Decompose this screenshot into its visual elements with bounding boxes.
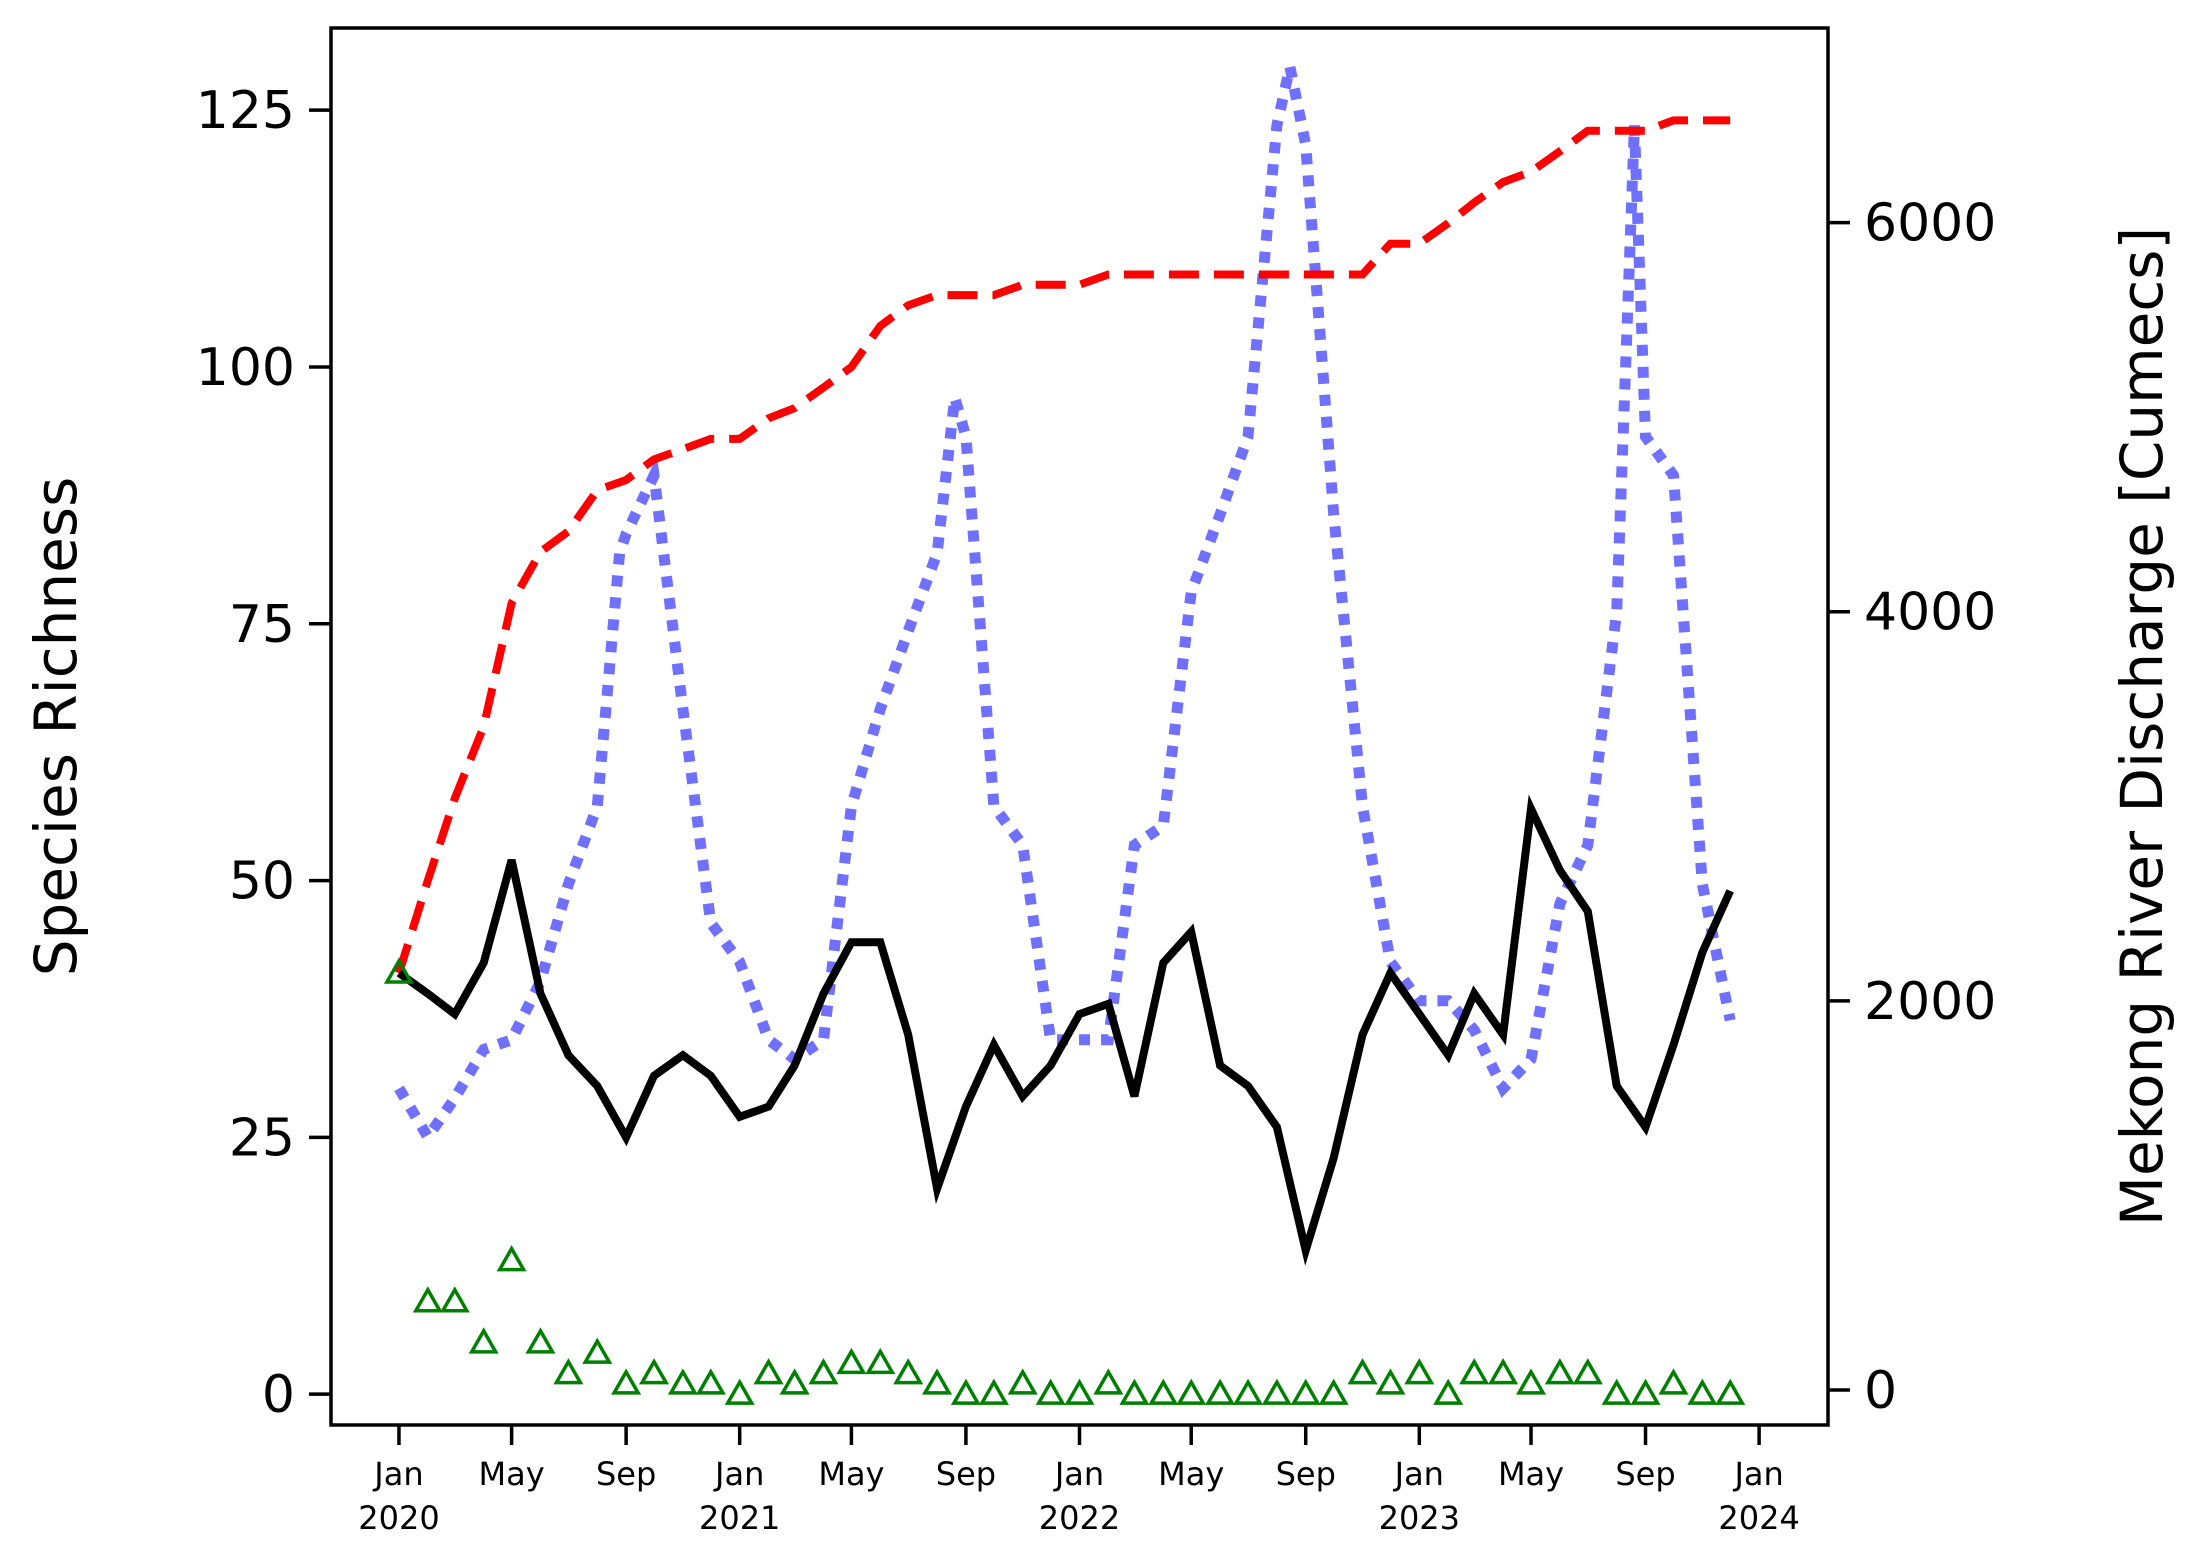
marker-point — [865, 1347, 896, 1375]
x-tick-label: Jan — [372, 1455, 423, 1493]
marker-point — [553, 1358, 584, 1385]
marker-point — [582, 1337, 613, 1364]
marker-point — [1318, 1378, 1349, 1405]
marker-point — [724, 1378, 755, 1405]
marker-point — [808, 1358, 839, 1385]
marker-point — [412, 1286, 443, 1313]
marker-point — [950, 1378, 981, 1405]
y-tick-label: 125 — [196, 81, 295, 141]
y2-tick-label: 0 — [1864, 1361, 1897, 1421]
y-tick-label: 75 — [229, 595, 295, 655]
marker-point — [439, 1286, 470, 1313]
marker-point — [525, 1327, 556, 1354]
marker-point — [1035, 1378, 1066, 1405]
marker-point — [1064, 1378, 1095, 1405]
species-richness-line — [396, 794, 1734, 1266]
y-tick-label: 100 — [196, 338, 295, 398]
axes-layer: 0 25 50 75 100 125 0 2000 4000 6000 Jan 2020 May Sep J… — [196, 81, 1997, 1537]
marker-point — [1205, 1378, 1236, 1405]
y2-tick-label: 6000 — [1864, 194, 1996, 254]
x-tick-label: Jan — [1053, 1455, 1104, 1493]
marker-point — [1630, 1378, 1661, 1405]
marker-point — [611, 1368, 642, 1395]
marker-point — [1433, 1378, 1464, 1405]
marker-point — [978, 1378, 1009, 1405]
x-tick-year-label: 2021 — [699, 1499, 780, 1537]
marker-point — [779, 1368, 810, 1395]
y-tick-label: 50 — [229, 852, 295, 912]
marker-point — [468, 1327, 499, 1354]
marker-point — [1715, 1378, 1746, 1405]
y2-axis-label: Mekong River Discharge [Cumecs] — [2108, 227, 2176, 1226]
marker-point — [1516, 1368, 1547, 1395]
marker-point — [922, 1368, 953, 1395]
marker-point — [1148, 1378, 1179, 1405]
marker-point — [639, 1358, 670, 1385]
x-tick-label: Jan — [1732, 1455, 1783, 1493]
x-tick-year-label: 2020 — [358, 1499, 439, 1537]
x-tick-year-label: 2022 — [1039, 1499, 1120, 1537]
marker-point — [1572, 1358, 1603, 1385]
marker-point — [1290, 1378, 1321, 1405]
x-tick-year-label: 2024 — [1718, 1499, 1799, 1537]
marker-point — [1093, 1368, 1124, 1395]
y-tick-label: 25 — [229, 1108, 295, 1168]
marker-point — [1232, 1378, 1264, 1405]
marker-point — [893, 1358, 924, 1385]
marker-point — [1007, 1368, 1038, 1395]
x-tick-label: May — [1498, 1455, 1564, 1493]
marker-point — [1404, 1358, 1435, 1385]
marker-point — [1261, 1378, 1292, 1405]
marker-point — [1601, 1378, 1632, 1405]
marker-point — [1658, 1368, 1689, 1395]
discharge-line — [394, 65, 1736, 1148]
y2-tick-label: 2000 — [1864, 972, 1996, 1032]
marker-point — [1375, 1368, 1406, 1395]
x-tick-label: Jan — [713, 1455, 764, 1493]
y2-tick-label: 4000 — [1864, 583, 1996, 643]
x-tick-label: Sep — [596, 1455, 656, 1493]
series-layer — [383, 65, 1746, 1405]
marker-point — [836, 1347, 867, 1375]
y-tick-label: 0 — [262, 1365, 295, 1425]
x-tick-label: May — [818, 1455, 884, 1493]
marker-point — [1347, 1358, 1378, 1385]
marker-point — [1176, 1378, 1207, 1405]
marker-point — [1544, 1358, 1575, 1385]
x-tick-label: Sep — [1615, 1455, 1675, 1493]
x-tick-label: May — [1158, 1455, 1224, 1493]
marker-point — [383, 957, 414, 984]
marker-point — [753, 1358, 784, 1385]
x-tick-label: Sep — [936, 1455, 996, 1493]
plot-frame — [329, 26, 1830, 1427]
x-tick-year-label: 2023 — [1379, 1499, 1460, 1537]
cumulative-richness-line — [395, 116, 1731, 975]
x-tick-label: Jan — [1393, 1455, 1444, 1493]
x-tick-label: Sep — [1276, 1455, 1336, 1493]
y-axis-label: Species Richness — [22, 477, 90, 977]
marker-point — [1687, 1378, 1718, 1405]
marker-point — [1488, 1358, 1519, 1385]
marker-point — [1119, 1378, 1150, 1405]
marker-point — [695, 1368, 726, 1395]
x-tick-label: May — [479, 1455, 545, 1493]
marker-point — [496, 1245, 527, 1272]
marker-point — [1459, 1358, 1490, 1385]
marker-point — [667, 1368, 698, 1395]
